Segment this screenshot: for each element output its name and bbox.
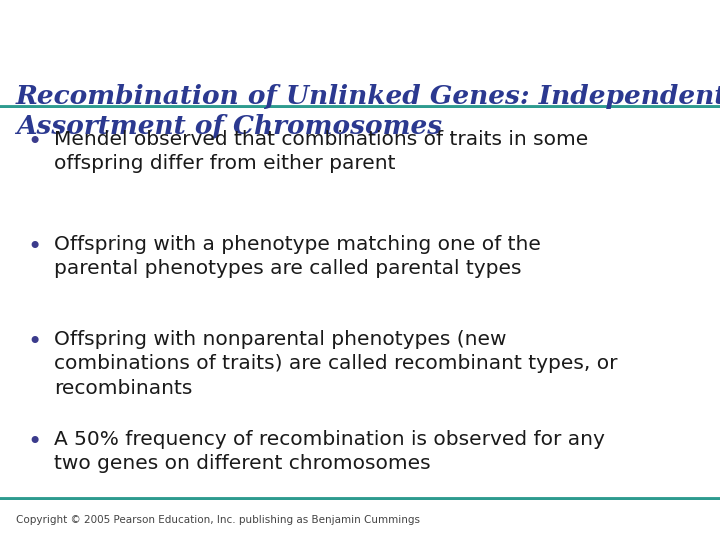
Text: Offspring with nonparental phenotypes (new
combinations of traits) are called re: Offspring with nonparental phenotypes (n… [54, 330, 618, 397]
Text: •: • [27, 130, 42, 154]
Text: Mendel observed that combinations of traits in some
offspring differ from either: Mendel observed that combinations of tra… [54, 130, 588, 173]
Text: •: • [27, 430, 42, 454]
Text: Copyright © 2005 Pearson Education, Inc. publishing as Benjamin Cummings: Copyright © 2005 Pearson Education, Inc.… [16, 515, 420, 525]
Text: Recombination of Unlinked Genes: Independent
Assortment of Chromosomes: Recombination of Unlinked Genes: Indepen… [16, 84, 720, 139]
Text: •: • [27, 330, 42, 354]
Text: Offspring with a phenotype matching one of the
parental phenotypes are called pa: Offspring with a phenotype matching one … [54, 235, 541, 278]
Text: •: • [27, 235, 42, 259]
Text: A 50% frequency of recombination is observed for any
two genes on different chro: A 50% frequency of recombination is obse… [54, 430, 605, 473]
